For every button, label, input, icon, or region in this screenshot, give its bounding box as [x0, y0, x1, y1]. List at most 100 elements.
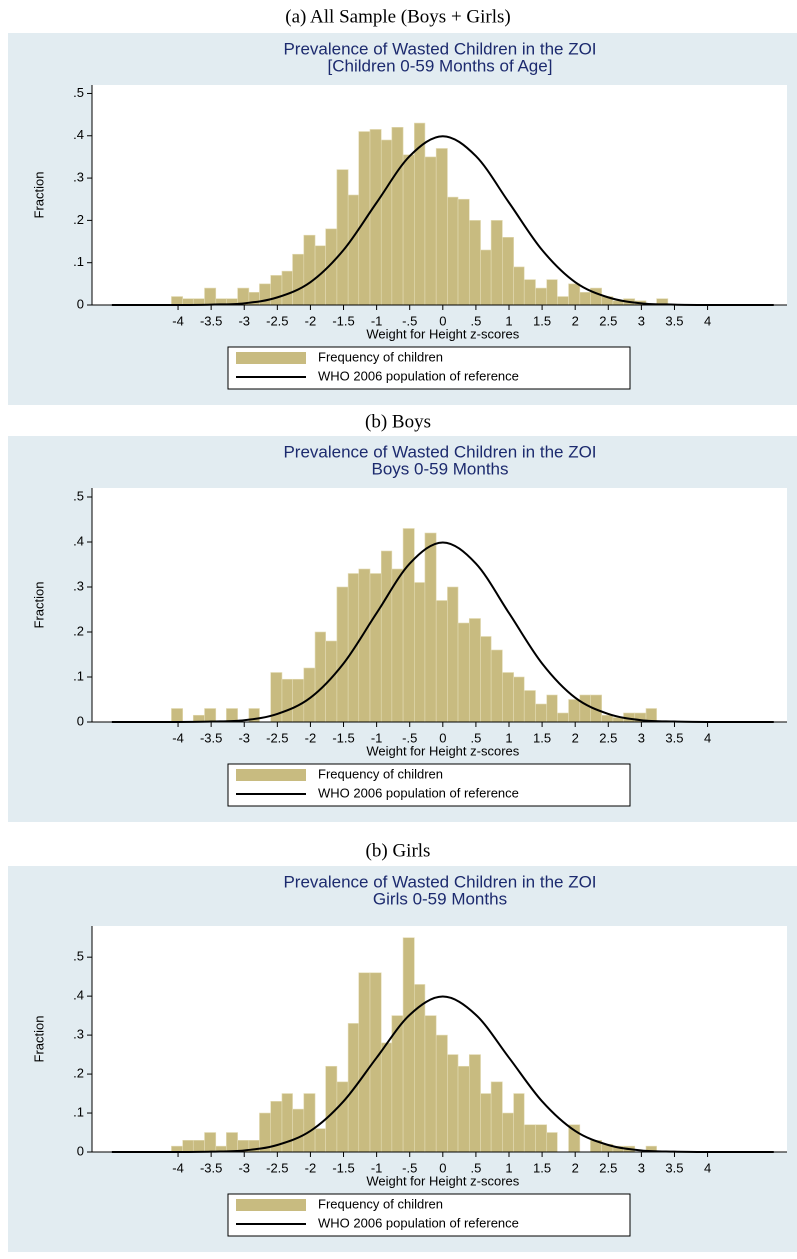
histogram-bar — [568, 283, 581, 306]
y-tick-label: .5 — [73, 488, 84, 503]
x-tick-label: -3.5 — [200, 730, 222, 745]
legend-label: Frequency of children — [318, 349, 443, 364]
histogram-bar — [347, 194, 360, 306]
x-tick-label: 1.5 — [533, 313, 551, 328]
histogram-bar — [490, 649, 503, 723]
histogram-bar — [424, 532, 437, 723]
histogram-bar — [369, 573, 382, 723]
x-tick-label: 3 — [638, 313, 645, 328]
legend-swatch — [236, 1199, 306, 1211]
y-tick-label: .1 — [73, 668, 84, 683]
x-tick-label: -4 — [172, 730, 184, 745]
y-tick-label: .4 — [73, 127, 84, 142]
histogram-bar — [292, 253, 305, 306]
histogram-bar — [292, 678, 305, 723]
histogram-bar — [435, 600, 448, 723]
histogram-bar — [424, 156, 437, 306]
x-tick-label: -3.5 — [200, 313, 222, 328]
histogram-bar — [171, 296, 183, 306]
histogram-bar — [336, 1081, 349, 1153]
histogram-bar — [579, 694, 591, 723]
y-tick-label: .5 — [73, 949, 84, 964]
chart-subtitle: Boys 0-59 Months — [371, 459, 508, 478]
histogram-bar — [281, 678, 293, 723]
x-tick-label: 1.5 — [533, 730, 551, 745]
legend-label: Frequency of children — [318, 1196, 443, 1211]
x-tick-label: .5 — [470, 730, 481, 745]
histogram-bar — [490, 220, 503, 306]
histogram-bar — [568, 1124, 581, 1153]
x-tick-label: 3 — [638, 1160, 645, 1175]
histogram-bar — [468, 1054, 481, 1153]
histogram-bar — [380, 550, 393, 723]
histogram-bar — [546, 1132, 558, 1153]
x-tick-label: 2.5 — [599, 730, 617, 745]
histogram-bar — [502, 1112, 514, 1153]
histogram-bar — [457, 1065, 470, 1153]
legend-label: Frequency of children — [318, 766, 443, 781]
histogram-bar — [270, 275, 283, 306]
histogram-bar — [502, 672, 514, 723]
x-axis-label: Weight for Height z-scores — [366, 326, 519, 341]
x-tick-label: -3 — [238, 730, 250, 745]
legend-label: WHO 2006 population of reference — [318, 368, 519, 383]
x-tick-label: -3.5 — [200, 1160, 222, 1175]
x-tick-label: .5 — [470, 313, 481, 328]
histogram-bar — [226, 1132, 238, 1153]
y-tick-label: .2 — [73, 1066, 84, 1081]
x-tick-label: -.5 — [402, 1160, 417, 1175]
y-tick-label: 0 — [77, 1143, 84, 1158]
histogram-bar — [358, 568, 371, 723]
histogram-bar — [480, 1093, 492, 1153]
x-tick-label: 4 — [704, 313, 711, 328]
y-tick-label: 0 — [77, 713, 84, 728]
x-tick-label: -1.5 — [332, 730, 354, 745]
histogram-bar — [380, 139, 393, 306]
reference-curve — [111, 995, 774, 1154]
x-tick-label: 1.5 — [533, 1160, 551, 1175]
x-tick-label: -2.5 — [266, 313, 288, 328]
x-tick-label: -2.5 — [266, 1160, 288, 1175]
x-tick-label: -3 — [238, 313, 250, 328]
y-tick-label: .1 — [73, 1104, 84, 1119]
histogram-bar — [414, 582, 426, 723]
histogram-bar — [303, 1093, 316, 1153]
chart-panel: (b) Boys Prevalence of Wasted Children in… — [8, 411, 797, 822]
histogram-bar — [204, 1132, 217, 1153]
x-tick-label: 3.5 — [665, 1160, 683, 1175]
x-tick-label: 1 — [505, 313, 512, 328]
y-tick-label: .2 — [73, 623, 84, 638]
y-axis-label: Fraction — [31, 172, 46, 219]
x-tick-label: -1 — [371, 1160, 383, 1175]
histogram-bar — [314, 1128, 326, 1153]
histogram-bar — [435, 148, 448, 306]
histogram-bar — [281, 270, 293, 306]
x-tick-label: 3 — [638, 730, 645, 745]
histogram-bar — [468, 618, 481, 723]
x-tick-label: 2 — [572, 1160, 579, 1175]
y-tick-label: .5 — [73, 85, 84, 100]
histogram-bar — [402, 937, 415, 1153]
reference-curve — [111, 541, 774, 724]
histogram-bar — [468, 220, 481, 306]
chart-subtitle: [Children 0-59 Months of Age] — [328, 56, 553, 75]
x-tick-label: -4 — [172, 1160, 184, 1175]
x-tick-label: -1.5 — [332, 313, 354, 328]
histogram-bar — [358, 131, 371, 306]
histogram-bar — [502, 237, 514, 306]
histogram-bar — [601, 714, 614, 723]
y-tick-label: .2 — [73, 212, 84, 227]
histogram-bar — [192, 1140, 205, 1153]
histogram-bar — [369, 129, 382, 306]
histogram-bar — [292, 1108, 305, 1153]
histogram-bar — [171, 708, 183, 723]
x-tick-label: 0 — [439, 1160, 446, 1175]
histogram-bar — [513, 1093, 525, 1153]
histogram-bar — [568, 699, 581, 723]
x-tick-label: 4 — [704, 1160, 711, 1175]
x-tick-label: -1 — [371, 730, 383, 745]
x-tick-label: 1 — [505, 1160, 512, 1175]
y-tick-label: .3 — [73, 578, 84, 593]
y-tick-label: .3 — [73, 1027, 84, 1042]
